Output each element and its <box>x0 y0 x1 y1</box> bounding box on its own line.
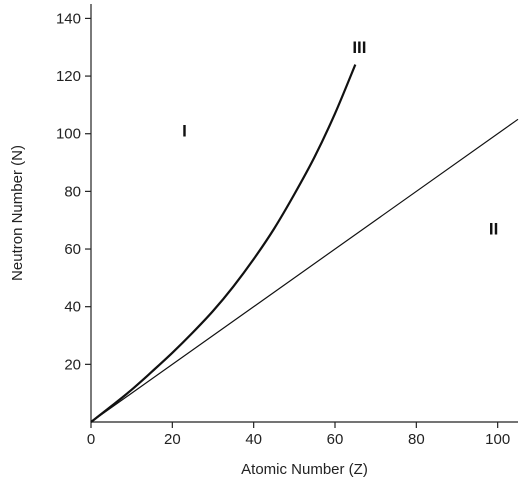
y-axis-title: Neutron Number (N) <box>9 145 26 281</box>
x-tick-label: 40 <box>245 431 262 448</box>
x-axis-title: Atomic Number (Z) <box>241 461 368 478</box>
region-label: III <box>352 38 366 57</box>
n-equals-z-line <box>90 118 519 423</box>
region-label: I <box>182 122 187 141</box>
y-tick-label: 40 <box>64 299 81 316</box>
y-tick-label: 80 <box>64 183 81 200</box>
x-tick-label: 60 <box>327 431 344 448</box>
x-tick-label: 0 <box>87 431 95 448</box>
y-ticks: 20 40 60 80 100 120 140 <box>56 10 91 373</box>
stability-curve <box>90 64 357 423</box>
x-ticks: 0 20 40 60 80 100 <box>87 422 510 448</box>
y-tick-label: 120 <box>56 68 81 85</box>
y-tick-label: 20 <box>64 356 81 373</box>
y-tick-label: 140 <box>56 10 81 27</box>
axes: 0 20 40 60 80 100 20 40 60 80 100 120 140 <box>56 4 518 448</box>
region-label: II <box>489 220 498 239</box>
series-group <box>90 64 519 423</box>
x-tick-label: 20 <box>164 431 181 448</box>
x-tick-label: 80 <box>408 431 425 448</box>
y-tick-label: 60 <box>64 241 81 258</box>
y-tick-label: 100 <box>56 126 81 143</box>
x-tick-label: 100 <box>485 431 510 448</box>
